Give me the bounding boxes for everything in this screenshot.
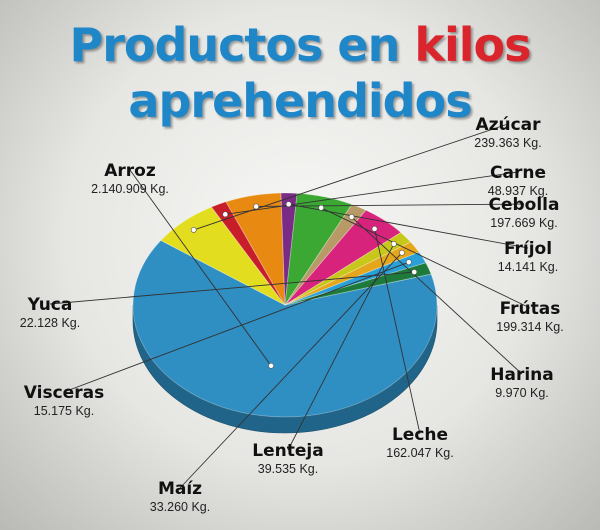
slice-label-visceras: Visceras <box>24 383 104 403</box>
slice-value-yuca: 22.128 Kg. <box>20 316 80 330</box>
slice-value-carne: 48.937 Kg. <box>488 184 548 198</box>
slice-label-maíz: Maíz <box>158 479 202 499</box>
pie-slice-carne <box>210 201 286 306</box>
slice-value-harina: 9.970 Kg. <box>495 386 549 400</box>
slice-label-yuca: Yuca <box>27 295 73 315</box>
pie-slice-harina <box>284 203 367 306</box>
slice-value-frútas: 199.314 Kg. <box>496 320 563 334</box>
leader-line-harina <box>351 216 523 375</box>
slice-label-harina: Harina <box>490 365 553 385</box>
slice-value-azúcar: 239.363 Kg. <box>474 136 541 150</box>
leader-dot-visceras <box>405 259 412 266</box>
leader-dot-leche <box>371 225 378 232</box>
slice-value-lenteja: 39.535 Kg. <box>258 462 318 476</box>
leader-dot-harina <box>348 214 355 220</box>
slice-label-cebolla: Cebolla <box>489 195 560 215</box>
pie-slice-cebolla <box>225 192 286 306</box>
leader-line-visceras <box>63 261 409 393</box>
slice-value-maíz: 33.260 Kg. <box>150 500 210 514</box>
leader-dot-frútas <box>318 204 325 211</box>
slice-value-leche: 162.047 Kg. <box>386 446 453 460</box>
leader-dot-cebolla <box>253 203 260 210</box>
leader-dot-lenteja <box>390 241 397 247</box>
slice-value-fríjol: 14.141 Kg. <box>498 260 558 274</box>
leader-dot-fríjol <box>285 201 292 208</box>
leader-line-maíz <box>179 252 403 489</box>
leader-line-carne <box>225 171 519 215</box>
pie-slice-frútas <box>284 192 353 306</box>
slice-label-azúcar: Azúcar <box>475 115 541 135</box>
leader-line-yuca <box>49 271 415 305</box>
leader-dot-azúcar <box>190 227 197 233</box>
title-part-1: Productos en <box>69 18 400 72</box>
slice-value-cebolla: 197.669 Kg. <box>490 216 557 230</box>
pie-slice-fríjol <box>280 192 298 306</box>
slice-value-visceras: 15.175 Kg. <box>34 404 94 418</box>
leader-line-lenteja <box>287 243 395 451</box>
leader-line-arroz <box>129 169 272 367</box>
chart-title-line-2: aprehendidos <box>128 74 472 128</box>
pie-slice-maíz <box>284 241 420 306</box>
slice-label-frútas: Frútas <box>500 299 561 319</box>
pie-layer <box>132 192 438 434</box>
slice-value-arroz: 2.140.909 Kg. <box>91 182 169 196</box>
slice-label-arroz: Arroz <box>104 161 156 181</box>
slice-label-lenteja: Lenteja <box>252 441 323 461</box>
leader-dot-arroz <box>268 362 274 369</box>
title-part-2: kilos <box>414 18 531 72</box>
leader-line-leche <box>374 228 421 435</box>
leader-dot-maíz <box>399 249 405 256</box>
pie-slice-arroz <box>132 239 438 418</box>
slice-label-fríjol: Fríjol <box>504 239 552 259</box>
leader-line-azúcar <box>193 123 509 231</box>
slice-label-leche: Leche <box>392 425 448 445</box>
leader-line-frútas <box>320 207 531 309</box>
leader-lines <box>49 123 531 489</box>
slice-label-carne: Carne <box>490 163 546 183</box>
leader-dot-carne <box>222 211 229 218</box>
leader-dot-yuca <box>411 269 418 275</box>
chart-title-line-1: Productos en kilos <box>0 22 600 68</box>
